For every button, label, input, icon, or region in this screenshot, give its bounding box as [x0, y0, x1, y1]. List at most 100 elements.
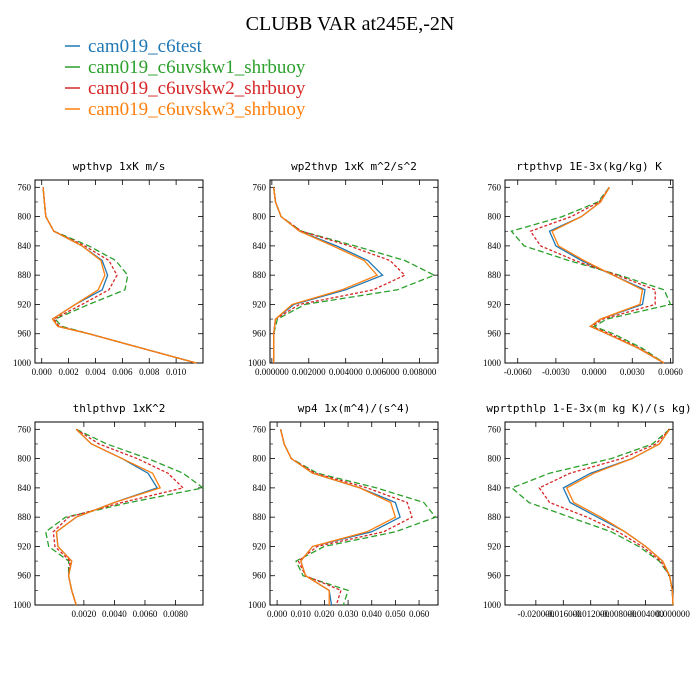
y-tick-label: 920 [18, 541, 32, 551]
panel-2: wp2thvp 1xK m^2/s^2 760 800 840 880 920 960 100… [248, 160, 439, 377]
x-tick-label: 0.0030 [620, 367, 645, 377]
y-tick-label: 920 [488, 299, 502, 309]
legend: cam019_c6testcam019_c6uvskw1_shrbuoycam0… [65, 36, 306, 120]
x-tick-label: 0.008000 [403, 367, 437, 377]
panel-3: rtpthvp 1E-3x(kg/kg) K 760 800 840 880 920 960… [483, 160, 683, 377]
series-line-4 [42, 187, 197, 364]
y-tick-label: 840 [488, 241, 502, 251]
legend-label: cam019_c6uvskw2_shrbuoy [88, 78, 306, 99]
x-tick-label: 0.004000 [329, 367, 363, 377]
panel-6: wprtpthlp 1-E-3x(m kg K)/(s kg) 760 800 840… [483, 402, 692, 619]
series-line-4 [55, 428, 162, 606]
x-tick-label: 0.000000 [656, 609, 690, 619]
y-tick-label: 840 [253, 241, 267, 251]
x-tick-label: -0.012000 [572, 609, 609, 619]
panel-title: rtpthvp 1E-3x(kg/kg) K [516, 160, 662, 173]
y-tick-label: 840 [253, 483, 267, 493]
series-line-2 [510, 428, 674, 606]
panel-5: wp4 1x(m^4)/(s^4) 760 800 840 880 920 960 1000 0… [248, 402, 439, 619]
x-tick-label: 0.000 [32, 367, 53, 377]
y-tick-label: 760 [253, 424, 267, 434]
x-tick-label: -0.0060 [504, 367, 532, 377]
x-tick-label: 0.020 [314, 609, 335, 619]
y-tick-label: 960 [18, 571, 32, 581]
panel-title: wpthvp 1xK m/s [73, 160, 166, 173]
plot-frame [504, 179, 674, 364]
plot-frame [504, 421, 674, 606]
y-tick-label: 800 [488, 454, 502, 464]
panels: wpthvp 1xK m/s76080084088092096010000.00… [13, 160, 692, 619]
x-tick-label: 0.0000 [582, 367, 607, 377]
series-line-2 [42, 187, 197, 364]
y-tick-label: 1000 [13, 358, 32, 368]
x-tick-label: -0.008000 [600, 609, 637, 619]
y-tick-label: 1000 [248, 358, 267, 368]
panel-4: thlpthvp 1xK^2 760 800 840 880 920 960 1000 0.00… [13, 402, 205, 619]
plot-frame [34, 179, 204, 364]
series-line-4 [551, 186, 665, 364]
series-line-3 [538, 428, 674, 606]
y-tick-label: 800 [253, 454, 267, 464]
x-tick-label: 0.0060 [133, 609, 158, 619]
plot-frame [269, 421, 439, 606]
series-line-1 [42, 187, 197, 364]
y-tick-label: 880 [253, 512, 267, 522]
y-tick-label: 920 [488, 541, 502, 551]
panel-title: thlpthvp 1xK^2 [73, 402, 166, 415]
x-tick-label: -0.020000 [517, 609, 554, 619]
y-tick-label: 760 [18, 424, 32, 434]
series-line-2 [44, 428, 205, 606]
x-tick-label: 0.004 [85, 367, 106, 377]
y-tick-label: 880 [488, 270, 502, 280]
y-tick-label: 1000 [13, 600, 32, 610]
figure-title: CLUBB VAR at245E,-2N [246, 13, 455, 35]
series-line-3 [42, 187, 197, 364]
x-tick-label: 0.0020 [71, 609, 96, 619]
x-tick-label: 0.0040 [102, 609, 127, 619]
series-line-4 [279, 429, 397, 605]
legend-label: cam019_c6test [88, 36, 203, 57]
y-tick-label: 840 [488, 483, 502, 493]
y-tick-label: 760 [488, 424, 502, 434]
x-tick-label: 0.010 [166, 367, 187, 377]
series-line-3 [52, 428, 185, 606]
series-line-1 [279, 429, 401, 606]
series-line-1 [273, 187, 384, 363]
x-tick-label: 0.050 [385, 609, 406, 619]
y-tick-label: 960 [488, 571, 502, 581]
panel-1: wpthvp 1xK m/s76080084088092096010000.00… [13, 160, 204, 377]
panel-title: wp4 1x(m^4)/(s^4) [298, 402, 411, 415]
x-tick-label: 0.006000 [366, 367, 400, 377]
y-tick-label: 880 [18, 270, 32, 280]
y-tick-label: 760 [488, 182, 502, 192]
y-tick-label: 960 [253, 571, 267, 581]
y-tick-label: 1000 [248, 600, 267, 610]
plot-frame [269, 179, 439, 364]
y-tick-label: 880 [253, 270, 267, 280]
x-tick-label: 0.0080 [163, 609, 188, 619]
y-tick-label: 760 [253, 182, 267, 192]
plot-frame [34, 421, 204, 606]
y-tick-label: 1000 [483, 600, 502, 610]
y-tick-label: 840 [18, 241, 32, 251]
y-tick-label: 880 [488, 512, 502, 522]
series-line-2 [273, 187, 436, 363]
series-line-1 [548, 186, 665, 364]
y-tick-label: 760 [18, 182, 32, 192]
series-line-4 [565, 428, 674, 606]
series-line-3 [273, 187, 406, 363]
x-tick-label: 0.008 [139, 367, 160, 377]
series-line-1 [55, 428, 159, 606]
y-tick-label: 800 [488, 212, 502, 222]
y-tick-label: 800 [253, 212, 267, 222]
series-line-2 [510, 186, 672, 364]
series-line-4 [273, 187, 379, 363]
x-tick-label: -0.004000 [627, 609, 664, 619]
y-tick-label: 960 [488, 329, 502, 339]
legend-label: cam019_c6uvskw3_shrbuoy [88, 99, 306, 120]
y-tick-label: 920 [253, 541, 267, 551]
x-tick-label: 0.002000 [292, 367, 326, 377]
y-tick-label: 880 [18, 512, 32, 522]
y-tick-label: 800 [18, 212, 32, 222]
x-tick-label: 0.060 [409, 609, 430, 619]
